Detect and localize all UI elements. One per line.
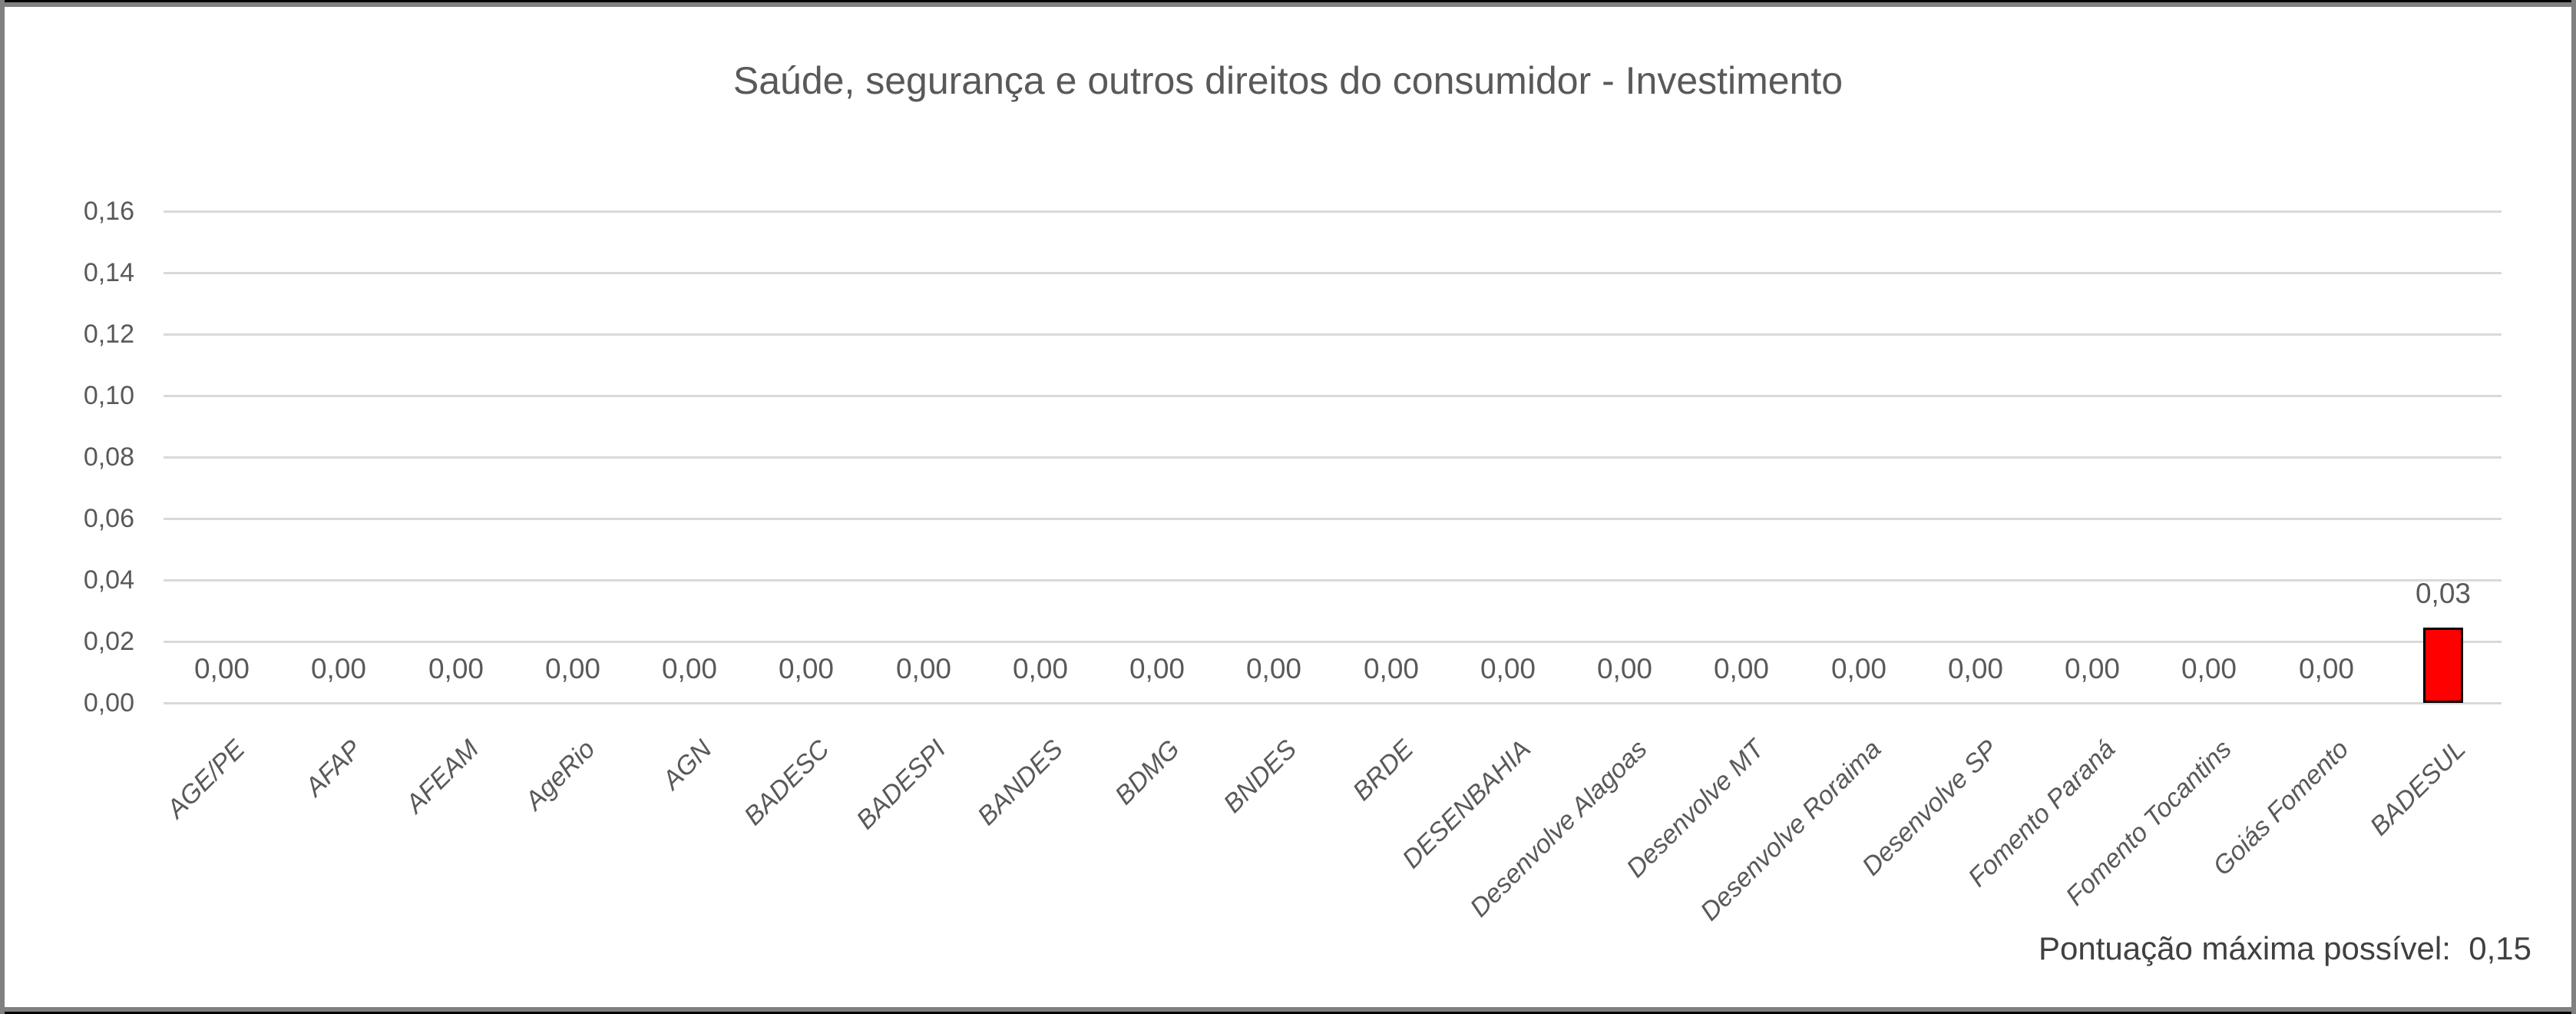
value-label: 0,00	[895, 653, 951, 684]
category-label-badespi: BADESPI	[851, 734, 952, 836]
footer-note: Pontuação máxima possível: 0,15	[2038, 930, 2531, 966]
gridline	[164, 333, 2502, 336]
value-label: 0,00	[193, 653, 250, 684]
y-axis-tick-label: 0,08	[83, 442, 134, 472]
category-label-badesc: BADESC	[738, 734, 835, 831]
gridline	[164, 518, 2502, 520]
y-axis-tick-label: 0,02	[83, 627, 134, 656]
y-axis-tick-label: 0,12	[83, 320, 134, 349]
value-label: 0,00	[1129, 653, 1185, 684]
chart-title: Saúde, segurança e outros direitos do co…	[732, 59, 1844, 102]
frame-border-bottom	[0, 1012, 2576, 1014]
value-label: 0,00	[2298, 653, 2354, 684]
gridline	[164, 210, 2502, 213]
value-label: 0,00	[1363, 653, 1419, 684]
bar-badesul	[2423, 628, 2463, 703]
y-axis-tick-label: 0,04	[83, 565, 134, 595]
gridline	[164, 579, 2502, 582]
category-label-brde: BRDE	[1347, 734, 1420, 807]
value-label: 0,00	[1012, 653, 1068, 684]
gridline	[164, 641, 2502, 643]
category-label-badesul: BADESUL	[2364, 734, 2472, 842]
value-label: 0,00	[428, 653, 484, 684]
frame-border-top-inner	[0, 2, 2576, 7]
y-axis-tick-label: 0,10	[83, 381, 134, 410]
value-label: 0,03	[2415, 578, 2471, 609]
gridline	[164, 272, 2502, 274]
category-label-age-pe: AGE/PE	[160, 734, 250, 824]
frame-border-top	[0, 0, 2576, 2]
frame-border-bottom-inner	[0, 1007, 2576, 1012]
value-label: 0,00	[1596, 653, 1652, 684]
gridline	[164, 456, 2502, 459]
value-label: 0,00	[310, 653, 366, 684]
category-label-bdmg: BDMG	[1109, 734, 1185, 810]
value-label: 0,00	[544, 653, 600, 684]
y-axis-tick-label: 0,06	[83, 504, 134, 533]
y-axis-tick-label: 0,16	[83, 197, 134, 226]
y-axis-tick-label: 0,14	[83, 258, 134, 287]
category-label-agerio: AgeRio	[520, 734, 601, 816]
value-label: 0,00	[1480, 653, 1536, 684]
gridline	[164, 702, 2502, 704]
category-label-agn: AGN	[657, 734, 718, 795]
category-label-afeam: AFEAM	[399, 734, 484, 819]
gridline	[164, 395, 2502, 397]
value-label: 0,00	[661, 653, 717, 684]
value-label: 0,00	[2064, 653, 2120, 684]
value-label: 0,00	[1947, 653, 2003, 684]
category-label-bndes: BNDES	[1218, 734, 1303, 819]
value-label: 0,00	[1713, 653, 1769, 684]
value-label: 0,00	[778, 653, 834, 684]
value-label: 0,00	[1245, 653, 1301, 684]
category-label-bandes: BANDES	[972, 734, 1069, 831]
frame-border-left	[0, 0, 5, 1014]
value-label: 0,00	[2181, 653, 2237, 684]
frame-border-right	[2571, 0, 2576, 1014]
y-axis-tick-label: 0,00	[83, 688, 134, 717]
category-label-afap: AFAP	[299, 734, 368, 802]
value-label: 0,00	[1830, 653, 1887, 684]
